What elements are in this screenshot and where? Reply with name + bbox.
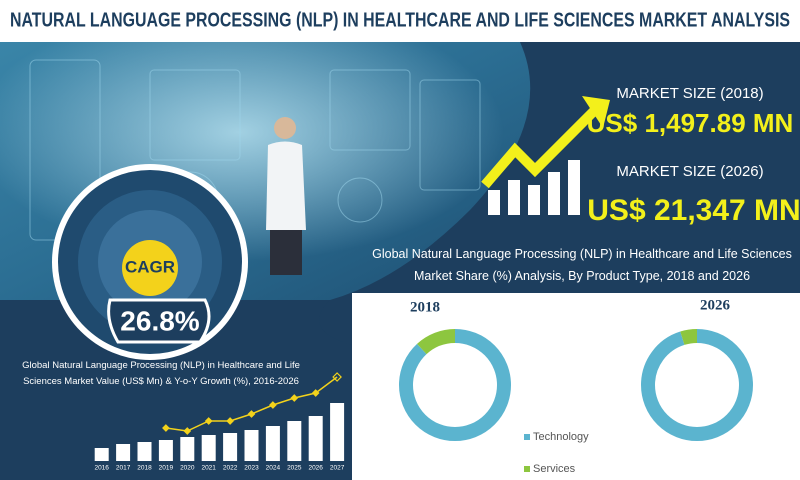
growth-marker: [226, 417, 234, 425]
bar: [244, 430, 259, 461]
x-tick-label: 2026: [308, 465, 323, 472]
donut-title: 2018: [410, 299, 440, 315]
market-value: US$ 1,497.89 MN: [587, 108, 794, 138]
x-tick-label: 2020: [180, 465, 195, 472]
page-title: NATURAL LANGUAGE PROCESSING (NLP) IN HEA…: [10, 8, 790, 31]
growth-marker: [204, 417, 213, 425]
growth-marker: [183, 427, 192, 435]
legend-swatch: [524, 434, 530, 440]
cagr-label: CAGR: [125, 257, 175, 276]
x-tick-label: 2024: [266, 465, 281, 472]
growth-marker: [162, 424, 170, 432]
bar: [265, 426, 280, 461]
market-value: US$ 21,347 MN: [587, 194, 800, 227]
growth-marker: [247, 410, 256, 418]
x-tick-label: 2016: [94, 465, 109, 472]
growth-icon: [481, 96, 610, 215]
growth-marker: [269, 401, 277, 409]
x-tick-label: 2027: [330, 465, 345, 472]
x-tick-label: 2017: [116, 465, 131, 472]
header-band: [0, 0, 800, 42]
x-tick-label: 2019: [159, 465, 174, 472]
bar: [287, 421, 302, 461]
donut-segment: [399, 329, 511, 441]
lower-left-band: [0, 300, 352, 480]
bar: [201, 435, 216, 461]
bar: [330, 403, 345, 461]
share-panel: [352, 293, 800, 480]
legend-label: Services: [533, 463, 576, 475]
growth-marker: [311, 389, 320, 397]
bar: [116, 444, 131, 461]
donut-title: 2026: [700, 297, 731, 313]
bar-chart-title: Global Natural Language Processing (NLP)…: [22, 360, 300, 387]
market-label: MARKET SIZE (2026): [616, 163, 763, 180]
legend-label: Technology: [533, 431, 589, 443]
growth-marker: [332, 372, 342, 382]
x-tick-label: 2025: [287, 465, 302, 472]
x-tick-label: 2023: [244, 465, 259, 472]
donut-chart-title: Global Natural Language Processing (NLP)…: [372, 247, 792, 283]
legend-swatch: [524, 466, 530, 472]
bar: [223, 433, 238, 461]
market-label: MARKET SIZE (2018): [616, 85, 763, 102]
bar: [180, 437, 195, 461]
donut-segment: [641, 329, 753, 441]
bar: [137, 442, 152, 461]
x-tick-label: 2018: [137, 465, 152, 472]
bar: [308, 416, 323, 461]
bar: [158, 440, 173, 461]
x-tick-label: 2022: [223, 465, 238, 472]
cagr-value: 26.8%: [120, 305, 199, 336]
cagr-badge: CAGR 26.8%: [52, 164, 248, 360]
bar: [94, 448, 109, 461]
growth-marker: [290, 394, 299, 402]
doctor-figure: [266, 117, 306, 275]
x-tick-label: 2021: [201, 465, 216, 472]
